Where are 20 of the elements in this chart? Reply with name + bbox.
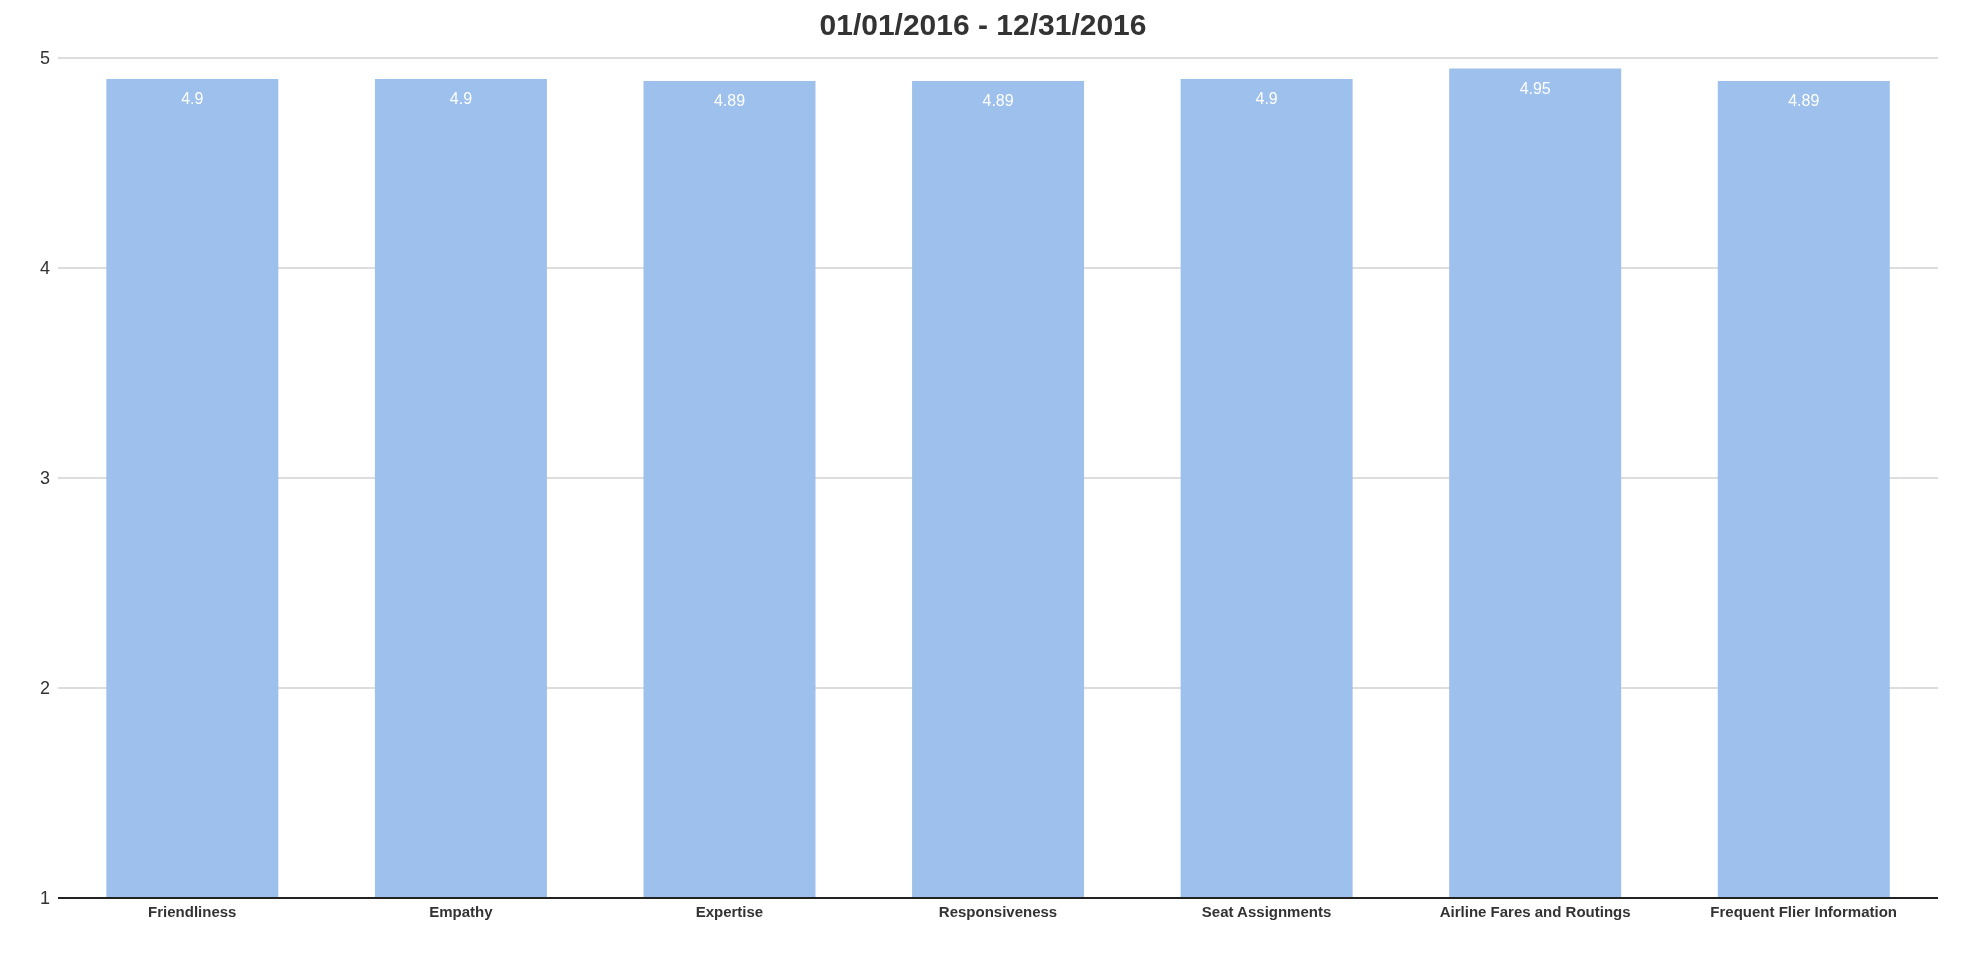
y-tick-label: 4 [39, 258, 50, 279]
x-tick-label: Friendliness [148, 902, 237, 920]
data-label: 4.89 [1788, 92, 1820, 110]
y-tick-label: 5 [39, 48, 50, 69]
x-tick-label: Responsiveness [938, 902, 1058, 920]
x-tick-label: Seat Assignments [1201, 902, 1332, 920]
data-label: 4.9 [449, 90, 473, 108]
data-label: 4.9 [181, 90, 204, 108]
data-label: 4.89 [713, 92, 746, 110]
chart-title: 01/01/2016 - 12/31/2016 [818, 8, 1148, 43]
y-tick-label: 3 [39, 468, 50, 489]
x-tick-label: Airline Fares and Routings [1439, 902, 1631, 920]
x-tick-label: Empathy [429, 902, 494, 920]
data-label: 4.9 [1255, 90, 1278, 108]
data-label: 4.89 [982, 92, 1014, 110]
data-label: 4.95 [1519, 79, 1551, 97]
x-tick-label: Frequent Flier Information [1710, 902, 1898, 920]
y-tick-label: 2 [39, 678, 50, 699]
y-tick-label: 1 [39, 888, 50, 909]
x-tick-label: Expertise [695, 902, 764, 920]
